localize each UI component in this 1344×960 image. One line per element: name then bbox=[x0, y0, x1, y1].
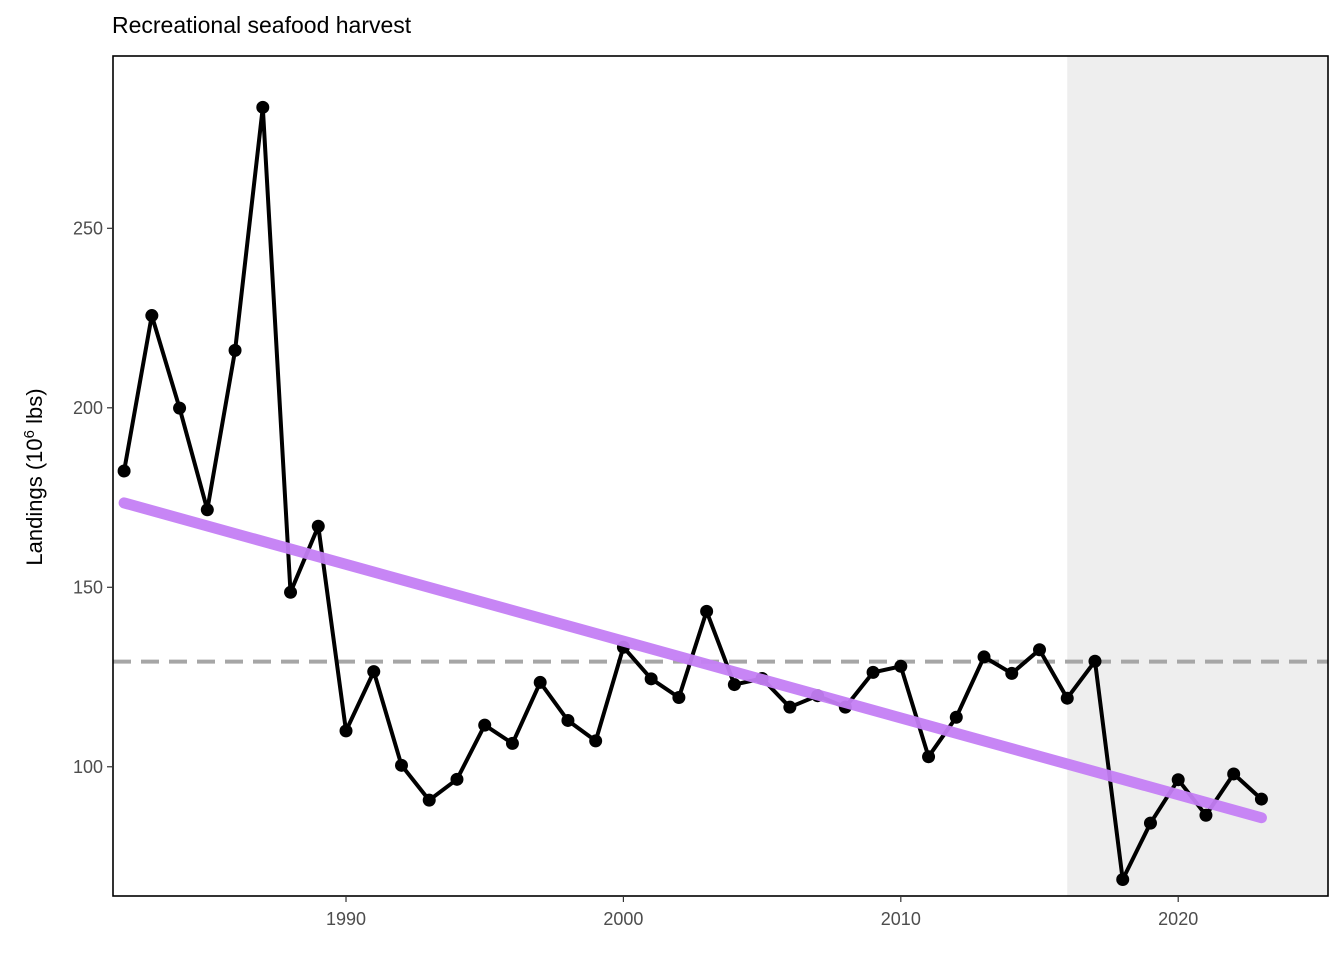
data-point-1989 bbox=[311, 519, 325, 533]
data-point-2004 bbox=[727, 678, 741, 692]
data-point-1995 bbox=[478, 718, 492, 732]
y-axis-title-main: Landings (10 bbox=[22, 438, 47, 565]
data-point-2002 bbox=[672, 690, 686, 704]
data-point-1988 bbox=[284, 585, 298, 599]
y-tick-label-150: 150 bbox=[73, 577, 103, 597]
panel-border bbox=[112, 55, 1329, 897]
data-point-2009 bbox=[866, 665, 880, 679]
data-point-1992 bbox=[394, 758, 408, 772]
data-point-2022 bbox=[1227, 767, 1241, 781]
data-point-2003 bbox=[700, 604, 714, 618]
x-tick-label-1990: 1990 bbox=[326, 909, 366, 929]
data-point-1991 bbox=[367, 665, 381, 679]
series-line bbox=[122, 105, 1263, 882]
data-point-1990 bbox=[339, 724, 353, 738]
data-point-1984 bbox=[173, 401, 187, 415]
data-point-2011 bbox=[922, 750, 936, 764]
data-point-1987 bbox=[256, 100, 270, 114]
x-tick-label-2000: 2000 bbox=[603, 909, 643, 929]
data-point-1986 bbox=[228, 343, 242, 357]
y-tick-label-250: 250 bbox=[73, 218, 103, 238]
data-point-2006 bbox=[783, 700, 797, 714]
x-tick-label-2020: 2020 bbox=[1158, 909, 1198, 929]
y-tick-label-200: 200 bbox=[73, 398, 103, 418]
data-point-1985 bbox=[200, 503, 214, 517]
data-point-2013 bbox=[977, 650, 991, 664]
y-axis-title-superscript: 6 bbox=[21, 430, 38, 438]
data-point-1997 bbox=[533, 675, 547, 689]
data-point-2012 bbox=[949, 710, 963, 724]
data-point-2018 bbox=[1116, 872, 1130, 886]
y-axis-title: Landings (106 lbs) bbox=[21, 388, 47, 565]
data-point-2021 bbox=[1199, 808, 1213, 822]
highlight-region bbox=[1067, 56, 1328, 896]
data-point-2023 bbox=[1254, 792, 1268, 806]
data-point-2016 bbox=[1060, 691, 1074, 705]
y-tick-label-100: 100 bbox=[73, 757, 103, 777]
data-point-1996 bbox=[505, 736, 519, 750]
x-tick-label-2010: 2010 bbox=[881, 909, 921, 929]
data-point-1993 bbox=[422, 793, 436, 807]
data-point-1999 bbox=[589, 734, 603, 748]
data-point-1994 bbox=[450, 772, 464, 786]
trend-line bbox=[118, 497, 1267, 824]
data-point-2019 bbox=[1143, 816, 1157, 830]
chart-title: Recreational seafood harvest bbox=[112, 12, 412, 38]
data-point-1998 bbox=[561, 713, 575, 727]
data-point-2014 bbox=[1005, 666, 1019, 680]
data-point-1982 bbox=[117, 464, 131, 478]
data-point-2015 bbox=[1033, 643, 1047, 657]
plot-area: 100 150 200 250 1990 2000 2010 2020 bbox=[73, 55, 1329, 929]
y-axis-title-suffix: lbs) bbox=[22, 388, 47, 430]
data-point-2001 bbox=[644, 672, 658, 686]
data-point-2020 bbox=[1171, 773, 1185, 787]
data-point-1983 bbox=[145, 309, 159, 323]
data-point-2010 bbox=[894, 659, 908, 673]
data-point-2017 bbox=[1088, 654, 1102, 668]
